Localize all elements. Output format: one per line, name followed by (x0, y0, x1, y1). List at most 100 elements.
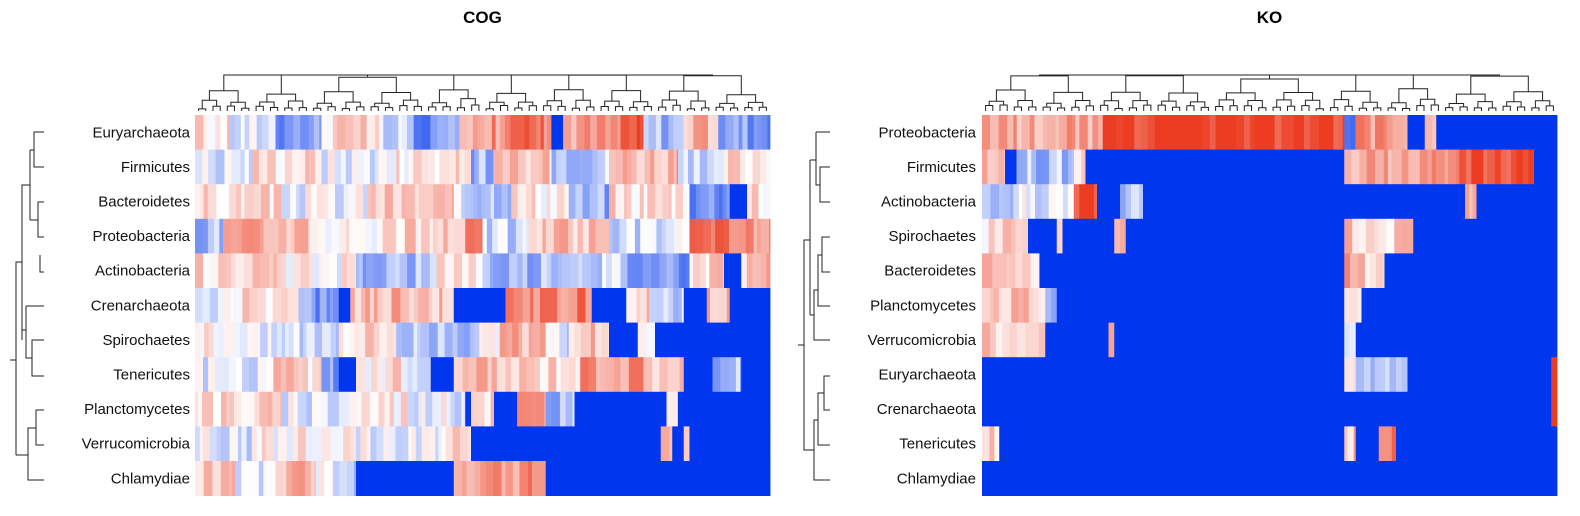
heatmap-cell (982, 218, 990, 254)
heatmap-cell (636, 426, 646, 462)
heatmap-cell (1071, 391, 1077, 427)
heatmap-cell (687, 115, 694, 150)
heatmap-cell (584, 391, 590, 427)
heatmap-cell (474, 218, 482, 254)
heatmap-cell (518, 322, 523, 358)
row-label: Verrucomicrobia (82, 436, 191, 453)
heatmap-cell (360, 115, 367, 150)
heatmap-cell (569, 253, 580, 289)
heatmap-cell (1415, 184, 1421, 220)
heatmap-cell (546, 184, 551, 220)
heatmap-cell (644, 391, 654, 427)
heatmap-cell (272, 288, 282, 323)
heatmap-cell (1212, 218, 1218, 254)
heatmap-cell (311, 288, 316, 323)
heatmap-cell (582, 184, 591, 220)
heatmap-cell (381, 357, 386, 393)
heatmap-cell (559, 322, 568, 358)
heatmap-cell (1058, 391, 1065, 427)
heatmap-cell (1015, 253, 1023, 289)
heatmap-cell (1127, 357, 1135, 393)
heatmap-cell (1179, 218, 1184, 254)
heatmap-cell (476, 357, 483, 393)
heatmap-cell (1421, 357, 1429, 393)
heatmap-cell (1405, 461, 1410, 496)
heatmap-cell (1292, 218, 1300, 254)
heatmap-cell (203, 461, 213, 496)
heatmap-cell (450, 288, 455, 323)
heatmap-cell (508, 322, 513, 358)
heatmap-cell (724, 253, 731, 289)
heatmap-cell (1143, 322, 1153, 358)
heatmap-cell (1330, 218, 1336, 254)
heatmap-cell (531, 184, 536, 220)
heatmap-cell (1107, 149, 1115, 185)
heatmap-cell (1428, 322, 1433, 358)
heatmap-cell (1096, 426, 1103, 462)
heatmap-cell (461, 184, 465, 220)
heatmap-cell (421, 426, 431, 462)
heatmap-cell (1028, 218, 1037, 254)
column-dendrogram-branch (226, 105, 235, 111)
heatmap-cell (1047, 253, 1054, 289)
heatmap-cell (1123, 115, 1130, 150)
heatmap-cell (1313, 253, 1323, 289)
heatmap-cell (476, 288, 485, 323)
heatmap-cell (1175, 218, 1180, 254)
heatmap-cell (1554, 253, 1558, 289)
heatmap-cell (252, 322, 261, 358)
heatmap-cell (1470, 357, 1479, 393)
heatmap-cell (257, 357, 262, 393)
heatmap-cell (738, 218, 747, 254)
heatmap-cell (539, 288, 549, 323)
heatmap-cell (1386, 426, 1393, 462)
heatmap-cell (1469, 115, 1476, 150)
heatmap-cell (1359, 322, 1366, 358)
heatmap-cell (474, 149, 480, 185)
heatmap-cell (1021, 357, 1029, 393)
heatmap-cell (1002, 288, 1012, 323)
heatmap-cell (1091, 288, 1096, 323)
heatmap-cell (366, 391, 371, 427)
heatmap-cell (299, 184, 306, 220)
heatmap-cell (202, 426, 210, 462)
heatmap-cell (463, 322, 471, 358)
column-dendrogram-branch (313, 107, 322, 111)
heatmap-cell (1209, 115, 1216, 150)
heatmap-cell (406, 184, 416, 220)
column-dendrogram-branch (1283, 92, 1314, 101)
heatmap-cell (1365, 322, 1370, 358)
heatmap-cell (320, 391, 329, 427)
column-dendrogram-branch (1416, 105, 1425, 111)
heatmap-cell (281, 391, 289, 427)
row-label: Bacteroidetes (884, 263, 976, 280)
heatmap-cell (695, 184, 701, 220)
heatmap-cell (347, 391, 351, 427)
heatmap-cell (1272, 288, 1279, 323)
heatmap-cell (406, 115, 414, 150)
heatmap-cell (1175, 115, 1181, 150)
heatmap-cell (1013, 357, 1018, 393)
heatmap-cell (1423, 426, 1428, 462)
heatmap-cell (1278, 149, 1287, 185)
heatmap-cell (244, 184, 254, 220)
heatmap-cell (1129, 218, 1138, 254)
heatmap-cell (1134, 357, 1142, 393)
heatmap-cell (1546, 391, 1552, 427)
heatmap-cell (306, 322, 316, 358)
heatmap-cell (1541, 357, 1547, 393)
heatmap-cell (1206, 391, 1214, 427)
column-dendrogram-branch (1013, 106, 1022, 111)
heatmap-cell (366, 115, 372, 150)
heatmap-cell (1080, 288, 1088, 323)
column-dendrogram-branch (730, 107, 739, 111)
heatmap-cell (584, 115, 591, 150)
heatmap-cell (673, 253, 680, 289)
heatmap-cell (364, 357, 372, 393)
heatmap-cell (1015, 218, 1023, 254)
heatmap-cell (1289, 357, 1299, 393)
heatmap-cell (706, 288, 711, 323)
heatmap-cell (1370, 115, 1376, 150)
heatmap-cell (1423, 391, 1431, 427)
heatmap-cell (1489, 115, 1498, 150)
